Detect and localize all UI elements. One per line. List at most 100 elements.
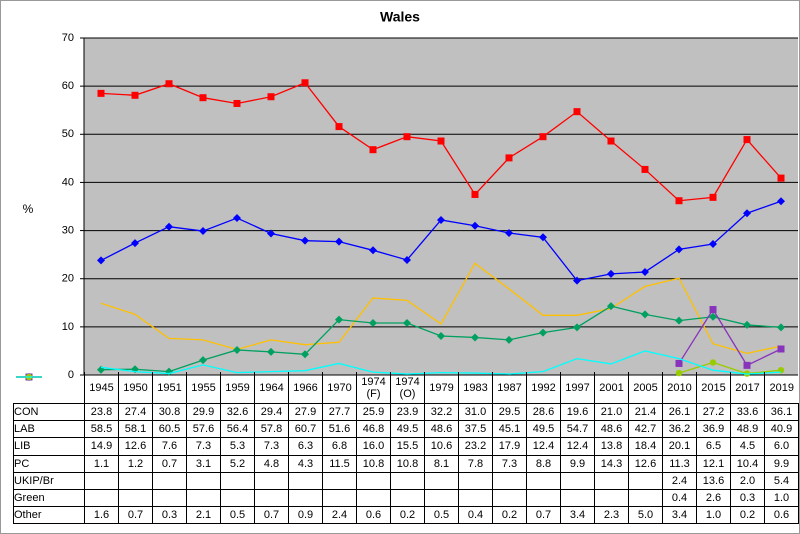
marker — [709, 306, 717, 314]
x-tick-label: 1979 — [424, 372, 459, 404]
table-value — [186, 471, 221, 490]
table-value — [526, 488, 561, 508]
series-line — [100, 262, 782, 355]
x-tick-label: 1987 — [492, 372, 527, 404]
point — [644, 285, 647, 288]
table-value: 10.6 — [424, 437, 459, 456]
marker — [403, 133, 411, 141]
table-value — [424, 471, 459, 490]
marker — [777, 174, 785, 182]
point — [168, 337, 171, 340]
y-tick-label: 40 — [62, 176, 74, 188]
x-tick-label: 1959 — [220, 372, 255, 404]
marker — [97, 256, 105, 265]
legend-entry: Green — [13, 373, 85, 508]
marker — [165, 222, 173, 231]
y-tick-label: 10 — [62, 321, 74, 333]
marker — [369, 319, 377, 328]
table-value: 3.4 — [560, 506, 595, 525]
table-value: 2.3 — [594, 506, 629, 525]
table-value: 60.7 — [288, 420, 323, 439]
table-value: 26.1 — [662, 402, 697, 422]
marker — [505, 228, 513, 237]
point — [100, 302, 103, 305]
x-tick-label: 1966 — [288, 372, 323, 404]
legend-label: Other — [14, 509, 42, 522]
table-value — [118, 471, 153, 490]
table-value — [492, 488, 527, 508]
table-value — [152, 471, 187, 490]
table-value: 27.9 — [288, 402, 323, 422]
table-value: 36.1 — [764, 402, 799, 422]
marker — [267, 229, 275, 238]
table-value: 2.4 — [662, 471, 697, 490]
marker — [403, 319, 411, 328]
table-value — [322, 471, 357, 490]
x-tick-label: 2017 — [730, 372, 765, 404]
table-value: 23.2 — [458, 437, 493, 456]
point — [270, 338, 273, 341]
marker — [335, 315, 343, 324]
marker — [641, 267, 649, 276]
table-value: 32.6 — [220, 402, 255, 422]
y-tick-label: 0 — [68, 369, 74, 381]
table-value: 29.5 — [492, 402, 527, 422]
table-value: 6.3 — [288, 437, 323, 456]
marker — [233, 345, 241, 354]
marker — [675, 316, 683, 325]
table-value — [254, 488, 289, 508]
table-value: 12.6 — [628, 454, 663, 473]
marker — [199, 227, 207, 236]
x-tick-label: 1992 — [526, 372, 561, 404]
marker — [97, 89, 105, 97]
y-tick-label: 20 — [62, 273, 74, 285]
table-value: 6.5 — [696, 437, 731, 456]
table-row: LIB 14.9 12.6 7.6 7.3 5.3 7.3 6.3 6.8 16.0 15.5 10.… — [13, 376, 799, 456]
table-value: 5.4 — [764, 471, 799, 490]
table-value: 19.6 — [560, 402, 595, 422]
table-value: 30.8 — [152, 402, 187, 422]
legend-entry: CON — [13, 373, 85, 422]
marker — [539, 328, 547, 337]
x-tick-label: 1970 — [322, 372, 357, 404]
data-table: 1945 1950 1951 1955 1959 1964 1966 1970 1974 (F)… — [13, 372, 799, 525]
marker — [301, 236, 309, 245]
table-row: PC 1.1 1.2 0.7 3.1 5.2 4.8 4.3 11.5 10.8 10.8 8.1 7.… — [13, 373, 799, 473]
table-value: 49.5 — [526, 420, 561, 439]
point — [202, 338, 205, 341]
legend-label: UKIP/Br — [14, 474, 54, 487]
point — [678, 277, 681, 280]
marker — [131, 239, 139, 248]
marker — [743, 209, 751, 218]
table-value: 48.6 — [594, 420, 629, 439]
marker — [301, 350, 309, 359]
table-value: 7.3 — [492, 454, 527, 473]
point — [712, 342, 715, 345]
marker — [777, 197, 785, 206]
table-value: 23.9 — [390, 402, 425, 422]
table-value — [594, 488, 629, 508]
table-value: 60.5 — [152, 420, 187, 439]
y-tick-label: 30 — [62, 224, 74, 236]
point — [576, 314, 579, 317]
table-value — [322, 488, 357, 508]
table-value: 1.0 — [696, 506, 731, 525]
marker — [539, 233, 547, 242]
legend-label: LAB — [14, 423, 35, 436]
table-value: 7.6 — [152, 437, 187, 456]
table-value: 14.9 — [84, 437, 119, 456]
marker — [607, 137, 615, 145]
table-value: 40.9 — [764, 420, 799, 439]
legend-label: Green — [14, 492, 45, 505]
point — [746, 352, 749, 355]
table-value: 45.1 — [492, 420, 527, 439]
table-value: 5.0 — [628, 506, 663, 525]
table-value: 0.4 — [662, 488, 697, 508]
marker — [199, 94, 207, 102]
table-value: 2.4 — [322, 506, 357, 525]
marker — [607, 269, 615, 278]
y-tick-label: 50 — [62, 128, 74, 140]
x-tick-label: 1997 — [560, 372, 595, 404]
table-value: 57.6 — [186, 420, 221, 439]
